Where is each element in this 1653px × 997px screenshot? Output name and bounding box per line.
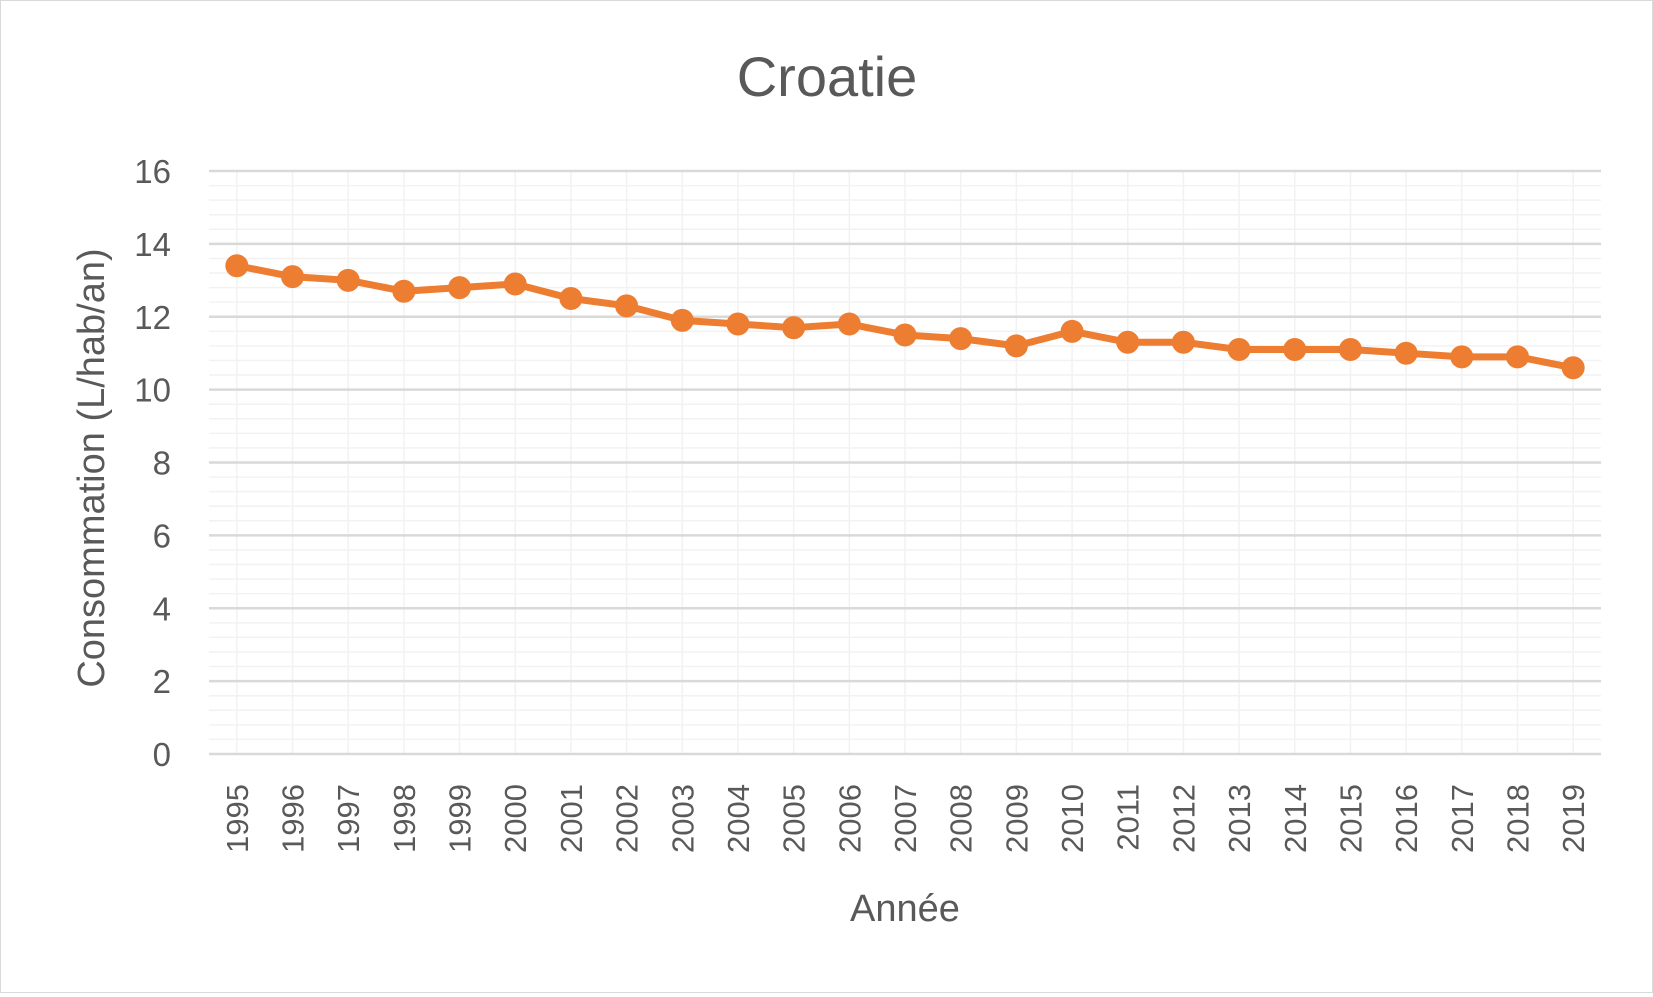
y-tick-label: 10 xyxy=(134,372,171,409)
data-point xyxy=(281,265,305,289)
x-tick-label: 1996 xyxy=(276,784,311,853)
x-tick-label: 2013 xyxy=(1222,784,1257,853)
y-tick-label: 12 xyxy=(134,299,171,336)
x-tick-label: 2002 xyxy=(610,784,645,853)
data-point xyxy=(1450,345,1474,369)
x-tick-label: 2003 xyxy=(665,784,700,853)
data-point xyxy=(1561,356,1585,380)
data-point xyxy=(782,316,806,340)
series-group xyxy=(225,254,1585,380)
y-tick-label: 2 xyxy=(153,663,171,700)
data-point xyxy=(392,279,416,303)
chart-title: Croatie xyxy=(737,45,918,108)
x-tick-label: 2006 xyxy=(832,784,867,853)
x-axis-ticks: 1995 1996 1997 1998 1999 2000 2001 2002 2003 2004… xyxy=(220,784,1591,853)
data-point xyxy=(1227,338,1251,362)
x-tick-label: 2001 xyxy=(554,784,589,853)
x-tick-label: 2011 xyxy=(1111,784,1146,851)
data-point xyxy=(893,323,917,347)
x-tick-label: 2017 xyxy=(1445,784,1480,853)
x-tick-label: 2009 xyxy=(999,784,1034,853)
x-tick-label: 1998 xyxy=(387,784,422,853)
x-tick-label: 2004 xyxy=(721,784,756,853)
x-tick-label: 2015 xyxy=(1333,784,1368,853)
data-point xyxy=(503,272,527,296)
x-tick-label: 2010 xyxy=(1055,784,1090,853)
x-tick-label: 1997 xyxy=(331,784,366,853)
data-point xyxy=(1283,338,1307,362)
x-tick-label: 2014 xyxy=(1278,784,1313,853)
x-tick-label: 2005 xyxy=(777,784,812,853)
data-point xyxy=(615,294,639,318)
major-gridlines xyxy=(209,169,1601,683)
data-point xyxy=(1505,345,1529,369)
data-point xyxy=(448,276,472,300)
data-point xyxy=(1394,341,1418,365)
data-point xyxy=(336,268,360,292)
x-tick-label: 1995 xyxy=(220,784,255,853)
data-point xyxy=(949,327,973,351)
x-tick-label: 2008 xyxy=(944,784,979,853)
y-tick-label: 6 xyxy=(153,517,171,554)
x-tick-label: 2000 xyxy=(498,784,533,853)
x-tick-label: 2018 xyxy=(1500,784,1535,853)
data-point xyxy=(726,312,750,336)
y-tick-label: 14 xyxy=(134,226,171,263)
x-tick-label: 2007 xyxy=(888,784,923,853)
y-axis-label: Consommation (L/hab/an) xyxy=(71,248,113,687)
data-point xyxy=(1004,334,1028,358)
x-axis-label: Année xyxy=(850,888,960,930)
data-point xyxy=(1171,330,1195,354)
data-point xyxy=(559,287,583,311)
data-point xyxy=(1060,319,1084,343)
data-point xyxy=(670,308,694,332)
data-point xyxy=(1116,330,1140,354)
minor-gridlines xyxy=(209,171,1601,754)
y-axis-ticks: 0 2 4 6 8 10 12 14 16 xyxy=(134,153,171,773)
data-point xyxy=(1338,338,1362,362)
x-tick-label: 2019 xyxy=(1556,784,1591,853)
y-tick-label: 0 xyxy=(153,736,171,773)
x-tick-label: 2012 xyxy=(1166,784,1201,853)
x-tick-label: 2016 xyxy=(1389,784,1424,853)
y-tick-label: 8 xyxy=(153,445,171,482)
y-tick-label: 16 xyxy=(134,153,171,190)
x-tick-label: 1999 xyxy=(443,784,478,853)
data-point xyxy=(225,254,249,278)
data-point xyxy=(837,312,861,336)
y-tick-label: 4 xyxy=(153,590,171,627)
